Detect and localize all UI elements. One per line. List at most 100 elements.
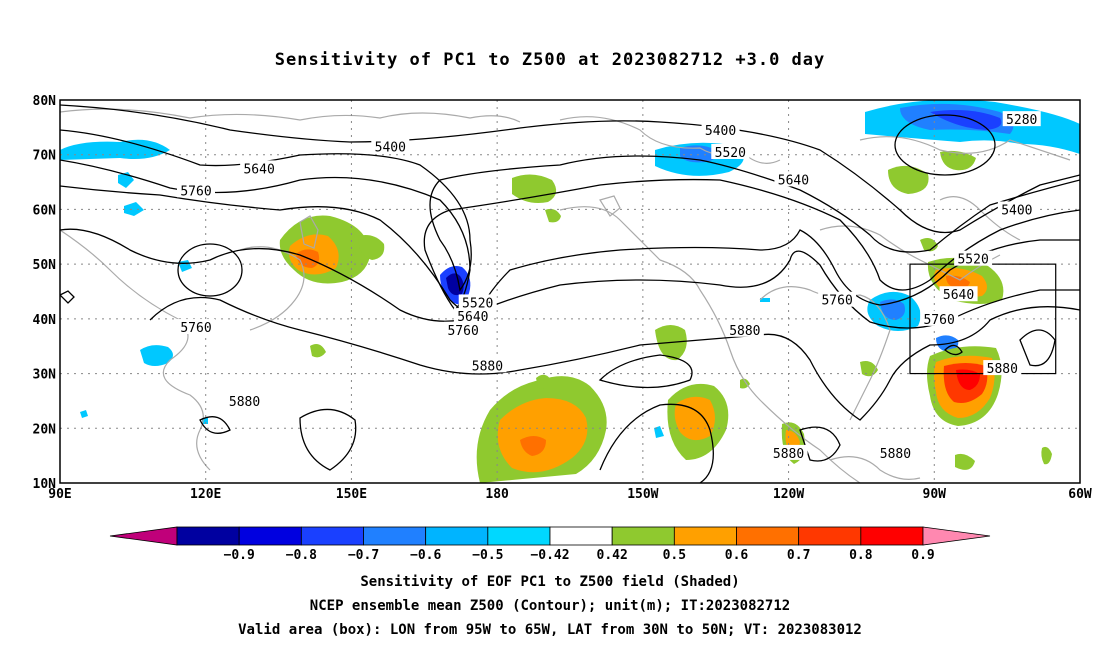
contour-label-bg	[876, 444, 915, 460]
y-tick-label: 70N	[33, 149, 57, 164]
y-tick-label: 40N	[33, 313, 57, 328]
contour-label: 5400	[705, 124, 736, 139]
y-tick-label: 80N	[33, 94, 57, 109]
contour-label-bg	[711, 143, 750, 159]
x-tick-label: 120E	[190, 487, 221, 502]
positive-area	[674, 396, 715, 441]
contour-label-bg	[468, 357, 507, 373]
y-tick-label: 60N	[33, 203, 57, 218]
positive-area	[512, 174, 557, 203]
colorbar-segment	[611, 526, 675, 546]
y-tick-labels: 80N 70N 60N 50N 40N 30N 20N 10N	[33, 94, 57, 492]
colorbar-label: −0.5	[472, 548, 503, 563]
x-tick-label: 150E	[336, 487, 367, 502]
contour-label-bg	[177, 182, 215, 198]
map-title: Sensitivity of PC1 to Z500 at 2023082712…	[274, 50, 826, 70]
x-tick-label: 60W	[1068, 487, 1092, 502]
contour-label-bg	[458, 294, 497, 310]
positive-area	[1041, 446, 1052, 465]
contour-label-bg	[225, 392, 264, 408]
positive-area	[946, 275, 970, 289]
negative-area	[124, 202, 144, 216]
contour-label: 5760	[180, 184, 211, 199]
colorbar-segment	[363, 526, 427, 546]
negative-area	[140, 345, 173, 366]
y-tick-label: 30N	[33, 368, 57, 383]
contour-label-bg	[444, 321, 483, 337]
contour-label: 5880	[729, 324, 760, 339]
negative-area	[654, 426, 664, 438]
z500-contours	[60, 104, 1080, 483]
x-tick-label: 90W	[923, 487, 947, 502]
y-tick-label: 10N	[33, 477, 57, 492]
sensitivity-shading	[60, 100, 1080, 483]
x-tick-labels: 90E 120E 150E 180 150W 120W 90W 60W	[48, 487, 1092, 502]
contour-label: 5880	[229, 395, 260, 410]
contour-label-bg	[453, 308, 492, 324]
contour-label: 5400	[375, 141, 406, 156]
contour-label: 5760	[447, 324, 478, 339]
coastlines	[60, 108, 1071, 483]
colorbar-label: 0.5	[663, 548, 686, 563]
contour-labels: 5400540052805520564056405400576055205640…	[177, 111, 1041, 462]
positive-area	[920, 238, 938, 252]
colorbar-label: −0.7	[348, 548, 379, 563]
caption-valid-area: Valid area (box): LON from 95W to 65W, L…	[238, 622, 862, 638]
contour-label: 5880	[880, 447, 911, 462]
negative-area	[760, 298, 770, 302]
y-tick-label: 50N	[33, 258, 57, 273]
positive-area	[310, 344, 326, 358]
positive-area	[956, 369, 980, 390]
negative-area	[446, 273, 464, 296]
positive-area	[536, 374, 552, 389]
caption-shading: Sensitivity of EOF PC1 to Z500 field (Sh…	[360, 574, 740, 590]
contour-label-bg	[983, 360, 1022, 376]
contour-label: 5880	[773, 447, 804, 462]
colorbar-label: 0.9	[911, 548, 934, 563]
contour-label: 5520	[957, 253, 988, 268]
colorbar-right-arrow	[922, 526, 991, 546]
x-tick-label: 120W	[773, 487, 804, 502]
colorbar-segment	[238, 526, 302, 546]
contour-label-bg	[939, 286, 978, 302]
colorbar-left-arrow	[109, 526, 178, 546]
negative-area	[80, 410, 88, 418]
colorbar-segment	[798, 526, 862, 546]
colorbar-label: −0.42	[530, 548, 569, 563]
contour-label-bg	[920, 310, 959, 326]
map-frame	[59, 99, 1081, 484]
contour-label-bg	[1002, 111, 1041, 127]
colorbar-label: 0.6	[725, 548, 749, 563]
positive-area	[940, 150, 976, 171]
colorbar-segment	[549, 526, 613, 546]
colorbar-segment	[176, 526, 240, 546]
y-tick-label: 20N	[33, 422, 57, 437]
colorbar-segment	[487, 526, 551, 546]
contour-label-bg	[769, 444, 808, 460]
contour-label-bg	[701, 122, 740, 138]
colorbar: −0.9 −0.8 −0.7 −0.6 −0.5 −0.42 0.42 0.5 0.6 0.7 0.…	[109, 526, 991, 563]
colorbar-segment	[673, 526, 737, 546]
contour-label: 5640	[943, 288, 974, 303]
contour-label: 5520	[462, 296, 493, 311]
contour-label-bg	[371, 138, 410, 154]
contour-label-bg	[774, 171, 813, 187]
colorbar-label: 0.7	[787, 548, 810, 563]
positive-area	[520, 436, 546, 456]
contour-label: 5760	[923, 313, 954, 328]
positive-area	[497, 398, 588, 473]
colorbar-segment	[425, 526, 489, 546]
contour-label: 5640	[457, 310, 488, 325]
positive-area	[545, 208, 561, 223]
contour-label-bg	[954, 250, 993, 266]
contour-label: 5400	[1001, 203, 1032, 218]
contour-label-bg	[818, 291, 857, 307]
colorbar-label: −0.9	[224, 548, 255, 563]
contour-label: 5760	[180, 321, 211, 336]
contour-label: 5520	[715, 146, 746, 161]
x-tick-label: 90E	[48, 487, 71, 502]
contour-label: 5280	[1006, 113, 1037, 128]
x-tick-label: 180	[485, 487, 509, 502]
contour-label: 5760	[821, 294, 852, 309]
positive-area	[955, 453, 975, 470]
